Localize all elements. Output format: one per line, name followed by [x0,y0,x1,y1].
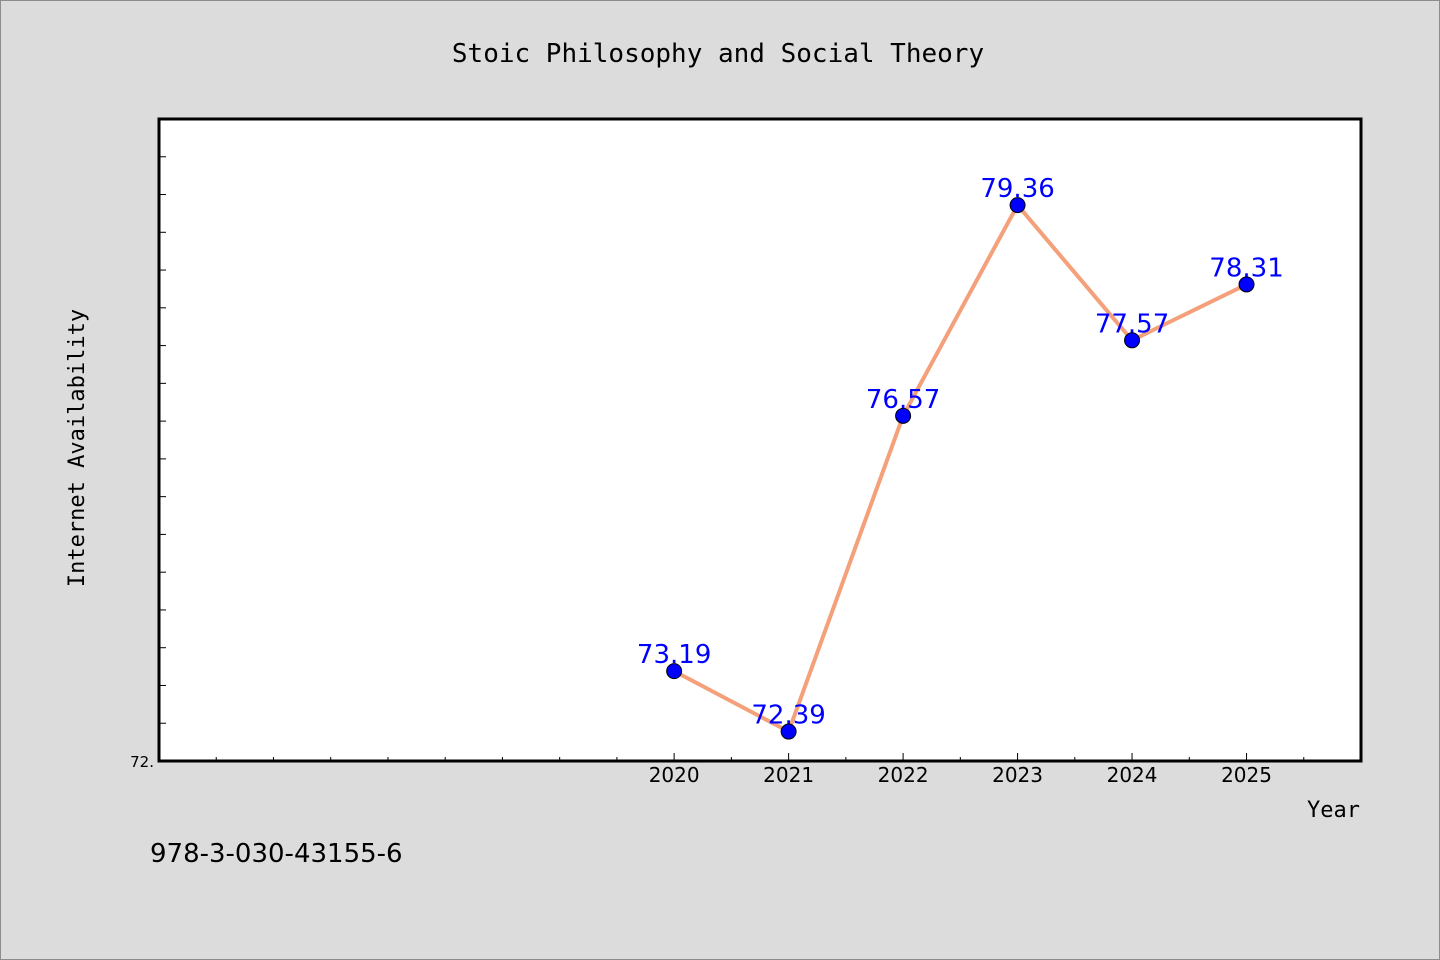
data-labels: 73.19 72.39 76.57 79.36 77.57 78.31 [637,174,1284,730]
isbn-text: 978-3-030-43155-6 [150,839,403,869]
data-point [1124,332,1141,349]
y-axis-ticks [159,156,166,724]
series-line-group [672,203,1249,734]
data-label: 79.36 [980,174,1054,204]
y-tick-label: 72. [130,753,154,771]
data-label: 77.57 [1095,309,1169,339]
x-tick-label: 2020 [649,763,700,787]
x-tick-label: 2022 [878,763,929,787]
x-axis-ticks [158,753,1305,761]
series-markers [666,197,1255,740]
data-point [780,723,797,740]
data-point [666,663,683,680]
chart-title: Stoic Philosophy and Social Theory [452,39,984,69]
data-point [895,407,912,424]
data-point [1238,276,1255,293]
data-label: 72.39 [751,701,825,731]
plot-area [157,117,1363,763]
data-point [1009,197,1026,214]
x-tick-label: 2024 [1107,763,1158,787]
data-label: 76.57 [866,385,940,415]
x-tick-labels: 2020 2021 2022 2023 2024 2025 [649,763,1272,787]
data-label: 78.31 [1209,253,1283,283]
x-tick-label: 2023 [992,763,1043,787]
series-line [672,203,1249,734]
x-tick-label: 2021 [763,763,814,787]
x-axis-label: Year [1307,798,1360,823]
data-label: 73.19 [637,640,711,670]
y-axis-label: Internet Availability [65,309,90,587]
x-tick-label: 2025 [1221,763,1272,787]
